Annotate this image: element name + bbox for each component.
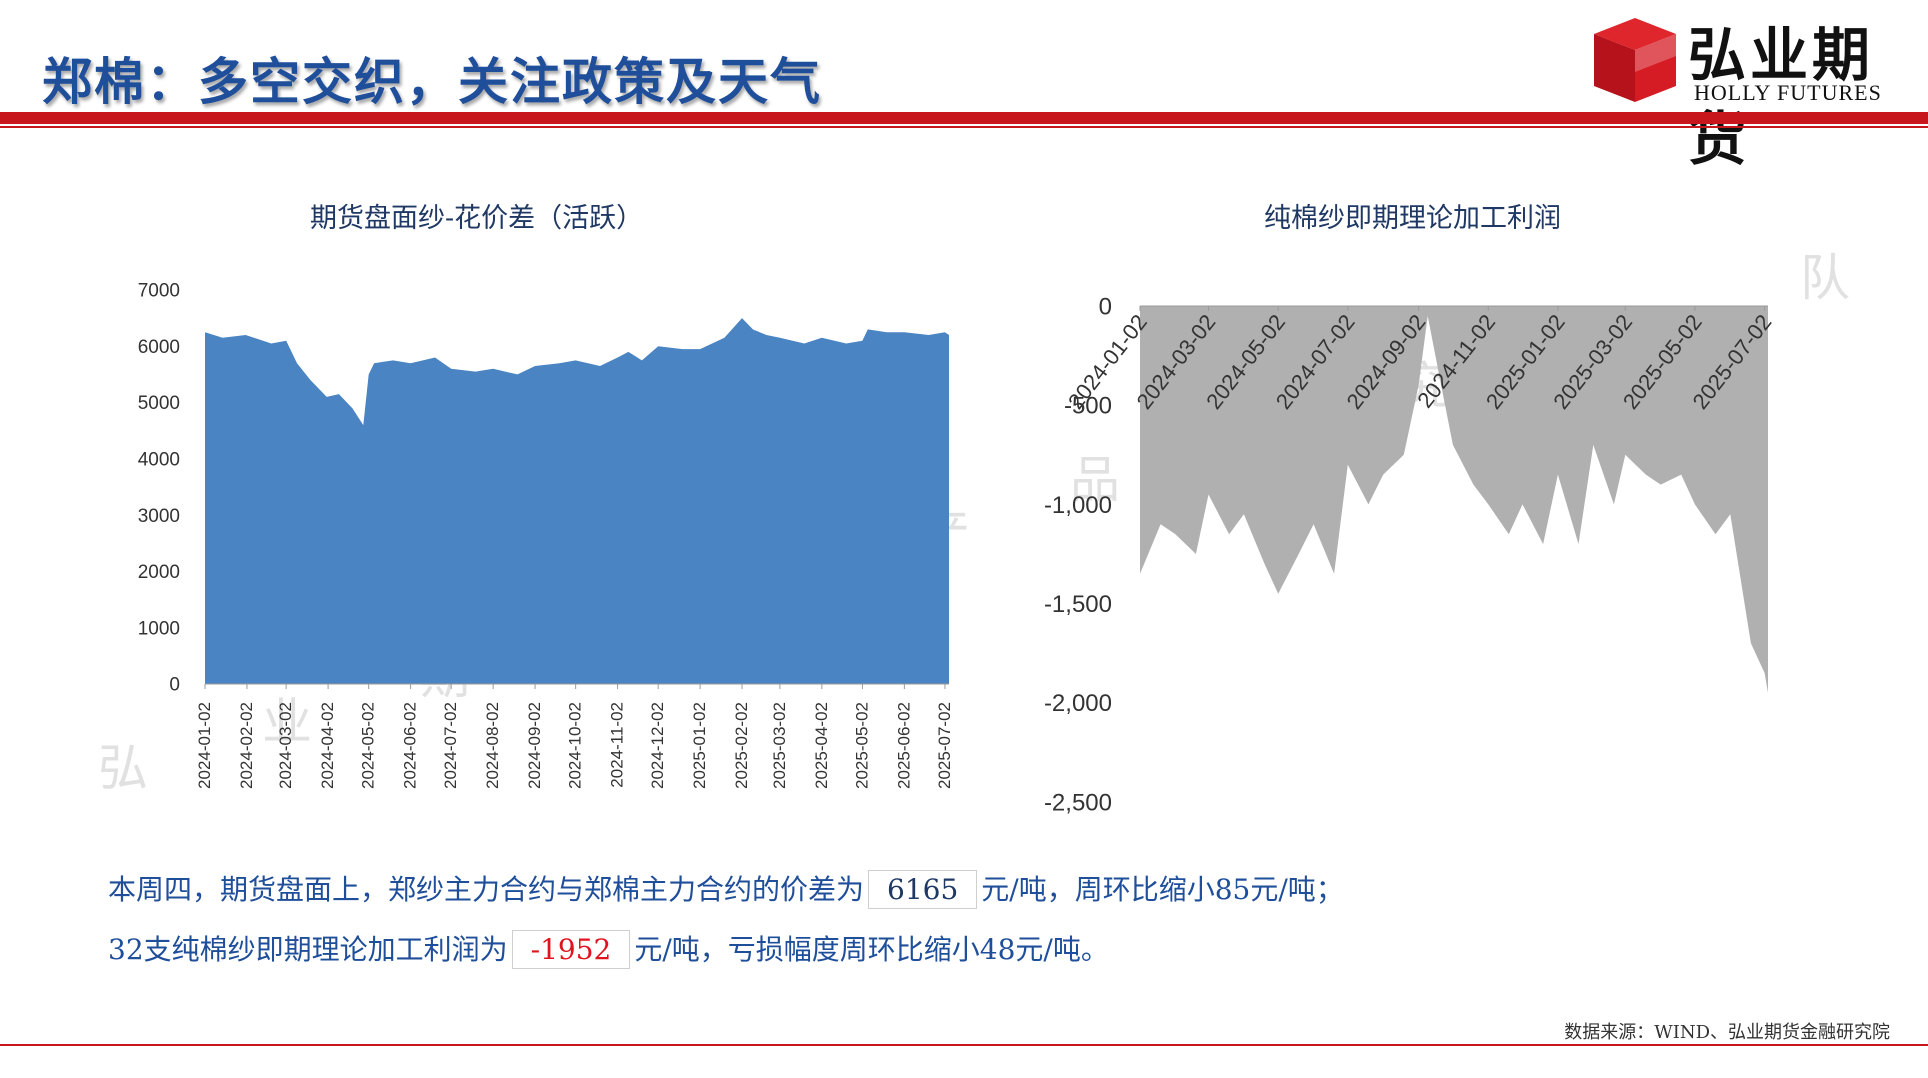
series-area [1140,306,1768,693]
summary-line2-suffix: 元/吨，亏损幅度周环比缩小48元/吨。 [634,933,1109,966]
x-tick-label: 2025-02-02 [732,702,751,789]
y-tick-label: -2,000 [1044,690,1112,717]
x-tick-label: 2025-01-02 [690,702,709,789]
summary-line-2: 32支纯棉纱即期理论加工利润为 -1952 元/吨，亏损幅度周环比缩小48元/吨。 [108,928,1109,969]
y-tick-label: 2000 [138,562,180,583]
header-rule [0,112,1928,124]
watermark-char: 品 [1070,451,1120,509]
chart1-title: 期货盘面纱-花价差（活跃） [310,203,644,234]
x-tick-label: 2025-05-02 [852,702,871,789]
y-tick-label: -2,500 [1044,789,1112,816]
x-tick-label: 2024-11-02 [608,702,627,788]
x-tick-label: 2025-07-02 [935,702,954,789]
company-logo: 弘业期货 HOLLY FUTURES [1590,8,1920,173]
y-tick-label: 1000 [138,618,180,639]
y-tick-label: 6000 [138,337,180,358]
x-tick-label: 2024-04-02 [318,702,337,789]
x-tick-label: 2024-06-02 [401,702,420,789]
watermark-char: 队 [1800,249,1850,307]
spread-value-box: 6165 [868,870,978,909]
logo-cube-icon [1594,18,1676,102]
watermark-char: 弘 [98,739,148,797]
series-area [205,318,949,684]
y-tick-label: 5000 [138,393,180,414]
x-tick-label: 2024-07-02 [441,702,460,789]
x-tick-label: 2025-04-02 [812,702,831,789]
x-tick-label: 2024-08-02 [483,702,502,789]
footer-rule [0,1044,1928,1046]
chart2-plot: 0-500-1,000-1,500-2,000-2,5002024-01-022… [1044,293,1777,816]
x-tick-label: 2024-12-02 [648,702,667,789]
data-source: 数据来源：WIND、弘业期货金融研究院 [1564,1022,1890,1043]
x-tick-label: 2025-03-02 [770,702,789,789]
watermark-char: 业 [262,693,312,751]
profit-value-box: -1952 [511,930,631,969]
x-tick-label: 2024-05-02 [359,702,378,789]
summary-line-1: 本周四，期货盘面上，郑纱主力合约与郑棉主力合约的价差为 6165 元/吨，周环比缩小… [108,868,1344,909]
y-tick-label: -500 [1064,393,1112,420]
x-tick-label: 2025-06-02 [894,702,913,789]
x-tick-label: 2024-03-02 [276,702,295,789]
x-tick-label: 2024-01-02 [195,702,214,789]
y-tick-label: 7000 [138,281,180,302]
y-tick-label: 0 [169,675,180,696]
chart1-plot: 0 1000 2000 3000 4000 5000 6000 7000 2024-01-02 2… [138,281,954,789]
header-rule-thin [0,126,1928,128]
y-tick-label: 3000 [138,506,180,527]
summary-line2-prefix: 32支纯棉纱即期理论加工利润为 [108,933,508,966]
y-tick-label: 0 [1099,293,1112,320]
logo-english-text: HOLLY FUTURES [1694,80,1882,105]
y-tick-label: -1,000 [1044,492,1112,519]
summary-line1-prefix: 本周四，期货盘面上，郑纱主力合约与郑棉主力合约的价差为 [108,873,865,906]
y-tick-label: 4000 [138,450,180,471]
summary-line1-suffix: 元/吨，周环比缩小85元/吨； [981,873,1344,906]
x-tick-label: 2024-09-02 [525,702,544,789]
chart2-title: 纯棉纱即期理论加工利润 [1264,203,1561,234]
y-tick-label: -1,500 [1044,591,1112,618]
page-title: 郑棉：多空交织，关注政策及天气 [42,53,822,111]
x-tick-label: 2024-10-02 [566,702,585,789]
x-tick-label: 2024-02-02 [237,702,256,789]
